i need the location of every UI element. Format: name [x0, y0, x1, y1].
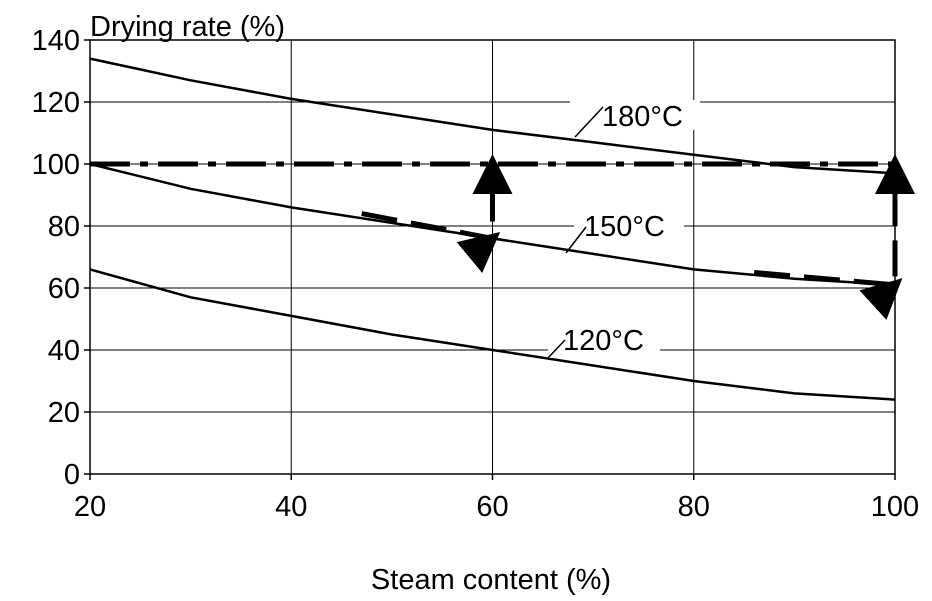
series-labels: 180°C 150°C 120°C — [547, 100, 700, 359]
y-axis-title: Drying rate (%) — [90, 11, 285, 43]
series-label-leader — [574, 106, 604, 138]
y-tick-label: 40 — [48, 335, 80, 367]
arrow-path — [361, 154, 513, 273]
grid — [84, 39, 896, 480]
series-label-background — [570, 100, 700, 130]
y-tick-label: 0 — [64, 459, 80, 491]
x-tick-label: 80 — [678, 491, 710, 523]
series-label-background — [574, 208, 684, 240]
x-tick-labels: 20 40 60 80 100 — [74, 491, 919, 523]
y-tick-label: 80 — [48, 211, 80, 243]
y-tick-label: 20 — [48, 397, 80, 429]
series-label-leader — [565, 226, 587, 254]
x-tick-label: 100 — [871, 491, 919, 523]
y-tick-label: 100 — [32, 149, 80, 181]
series-label: 180°C — [602, 101, 683, 133]
annotation-layer — [90, 154, 915, 320]
series-label-background — [548, 322, 660, 358]
y-tick-label: 140 — [32, 25, 80, 57]
series-line — [89, 57, 896, 175]
y-tick-label: 120 — [32, 87, 80, 119]
arrow-path — [753, 154, 915, 320]
x-tick-label: 20 — [74, 491, 106, 523]
x-tick-label: 60 — [476, 491, 508, 523]
series-label: 120°C — [563, 325, 644, 357]
x-axis-title: Steam content (%) — [371, 564, 611, 596]
series-label: 150°C — [584, 211, 665, 243]
series-line — [89, 268, 896, 401]
y-tick-label: 60 — [48, 273, 80, 305]
series-label-leader — [547, 339, 566, 359]
x-tick-label: 40 — [275, 491, 307, 523]
y-tick-labels: 0 20 40 60 80 100 120 140 — [32, 25, 80, 491]
